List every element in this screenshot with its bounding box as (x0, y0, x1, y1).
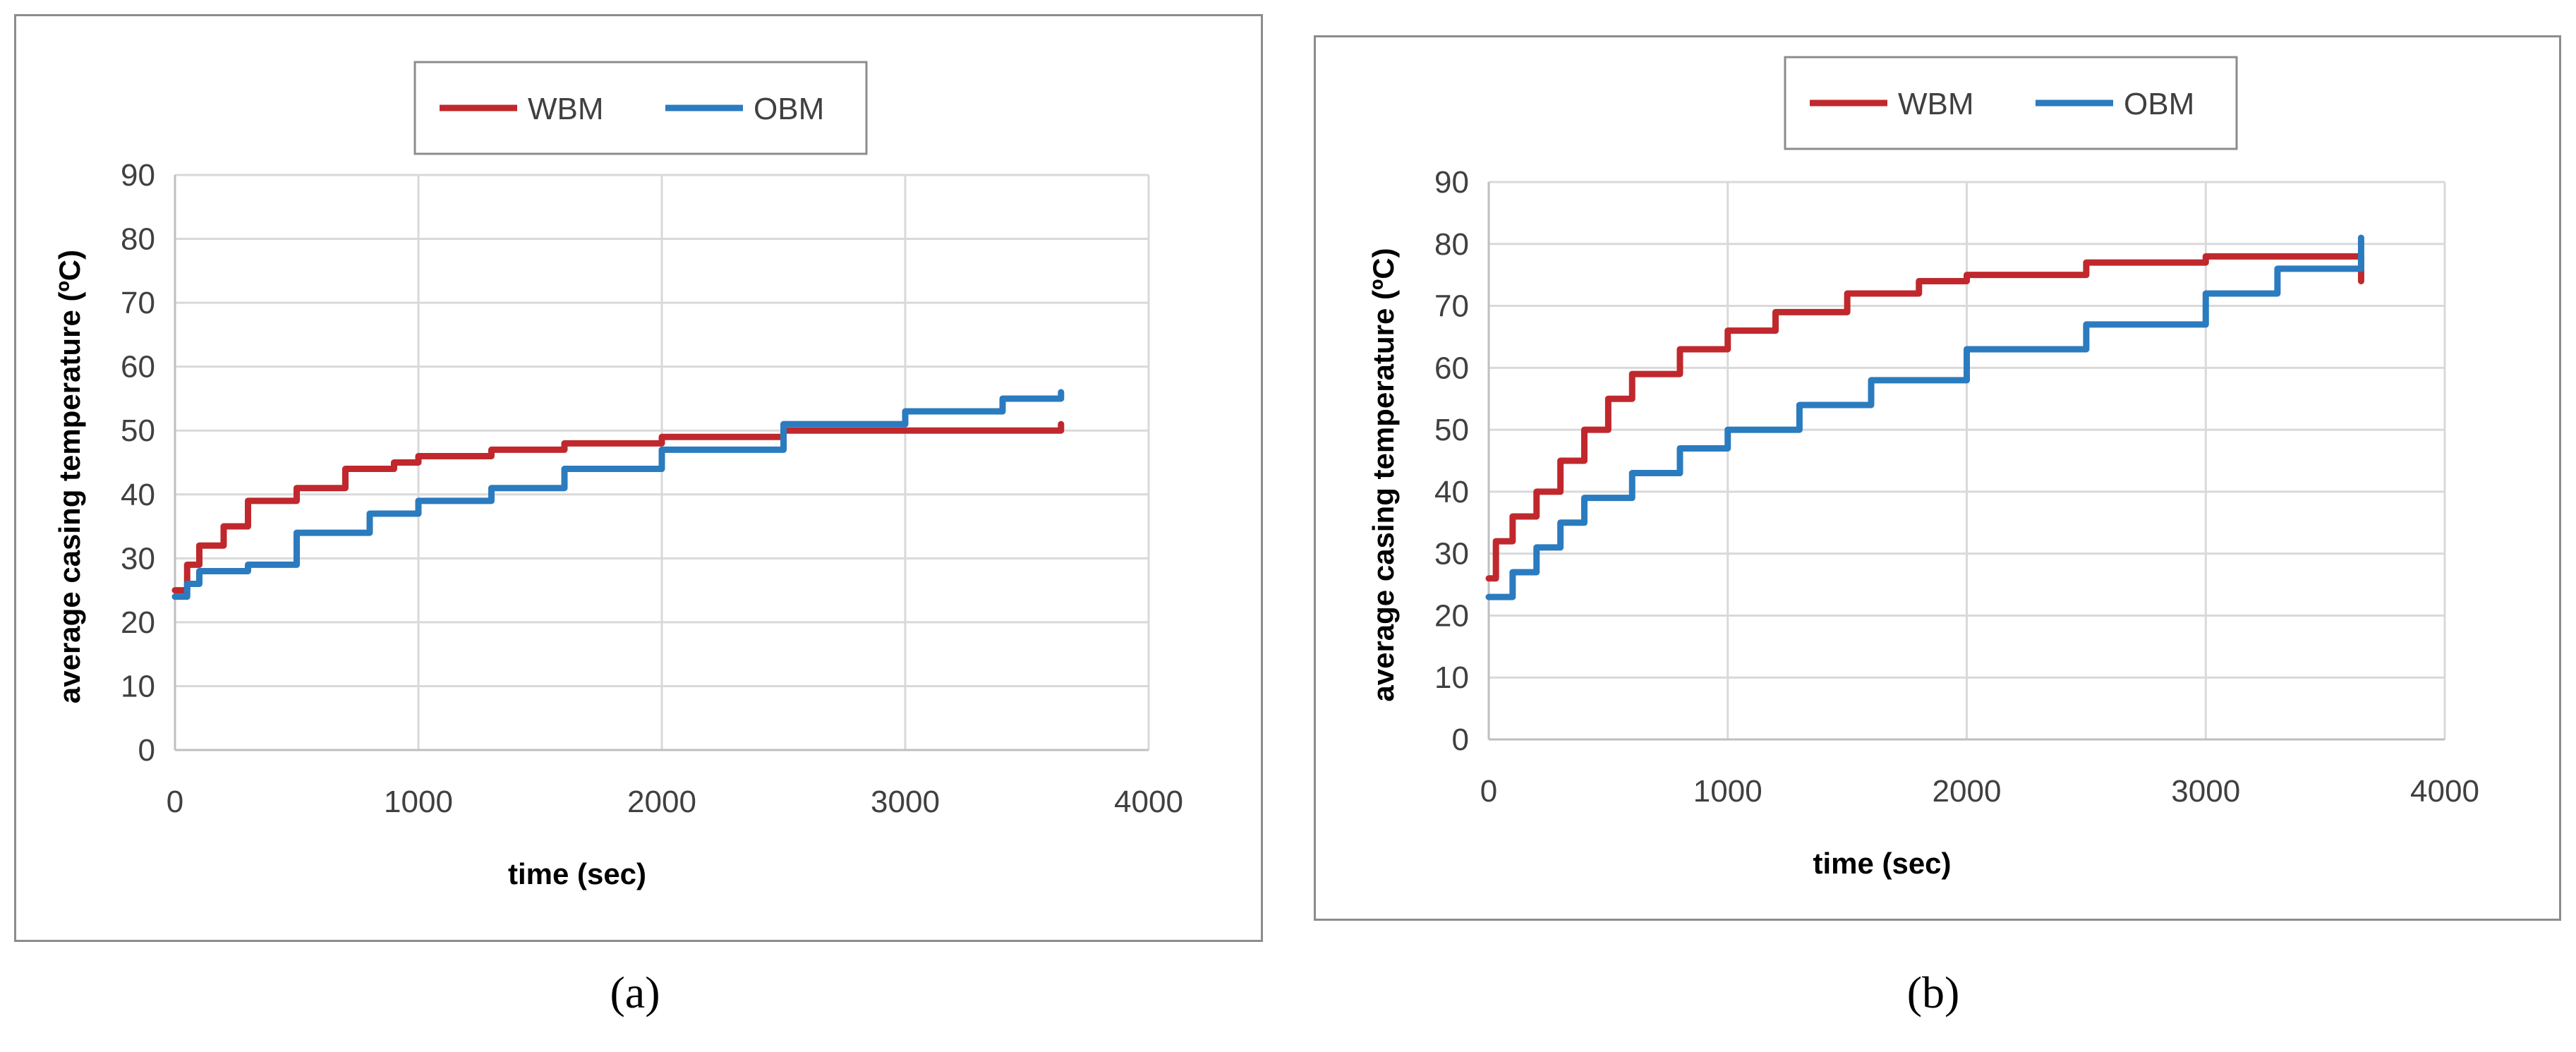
chart-b-y-tick-label: 90 (1434, 165, 1469, 200)
chart-b-y-tick-label: 60 (1434, 351, 1469, 385)
chart-a-y-tick-label: 30 (121, 541, 155, 576)
chart-a-x-tick-label: 1000 (384, 785, 453, 819)
chart-a-y-tick-label: 90 (121, 158, 155, 193)
chart-panel-b: 0 10 20 30 40 50 60 70 80 90 0 1000 2000 3000 4000 time… (1314, 35, 2561, 921)
caption-b: (b) (1906, 967, 1960, 1017)
chart-a-y-tick-label: 60 (121, 350, 155, 385)
chart-b-y-tick-label: 0 (1452, 723, 1469, 757)
chart-a-x-tick-label: 0 (167, 785, 183, 819)
chart-b-legend-label-wbm: WBM (1898, 87, 1974, 121)
chart-b-series-obm-line (1485, 234, 2364, 600)
chart-b-x-tick-label: 1000 (1693, 774, 1762, 809)
chart-a-x-tick-label: 4000 (1114, 785, 1183, 819)
chart-b-x-tick-label: 3000 (2171, 774, 2240, 809)
chart-b-x-tick-label: 4000 (2410, 774, 2479, 809)
chart-b-y-tick-label: 10 (1434, 660, 1469, 695)
chart-a-x-axis-title: time (sec) (508, 857, 646, 890)
chart-a-series-obm-line (171, 389, 1065, 600)
chart-b-series-wbm-line (1485, 253, 2364, 582)
chart-a-legend-label-obm: OBM (754, 92, 824, 126)
chart-a-legend (413, 61, 868, 155)
chart-b-y-axis-title: average casing temperature (ºC) (1367, 248, 1400, 701)
chart-a-y-tick-label: 70 (121, 286, 155, 320)
chart-b-x-axis-title: time (sec) (1813, 847, 1951, 880)
chart-a-x-tick-label: 3000 (871, 785, 940, 819)
chart-a-y-tick-label: 80 (121, 222, 155, 257)
chart-a-y-axis-title: average casing temperature (ºC) (53, 250, 86, 703)
chart-a-svg: 0 10 20 30 40 50 60 70 80 90 0 1000 2000 3000 4000 time… (53, 61, 1183, 890)
chart-a-y-tick-label: 50 (121, 413, 155, 448)
chart-b-y-tick-label: 50 (1434, 413, 1469, 447)
chart-a-y-tick-label: 20 (121, 605, 155, 640)
chart-a-y-tick-label: 40 (121, 478, 155, 512)
chart-a-x-tick-label: 2000 (627, 785, 696, 819)
chart-b-x-tick-label: 0 (1480, 774, 1497, 809)
caption-a: (a) (610, 967, 660, 1017)
chart-b-y-tick-label: 40 (1434, 475, 1469, 509)
chart-b-y-tick-label: 80 (1434, 227, 1469, 262)
chart-b-svg: 0 10 20 30 40 50 60 70 80 90 0 1000 2000 3000 4000 time… (1367, 56, 2479, 880)
chart-a-legend-label-wbm: WBM (528, 92, 604, 126)
chart-a-series-wbm-line (171, 421, 1065, 594)
chart-b-legend-label-obm: OBM (2124, 87, 2194, 121)
chart-a-y-tick-label: 0 (138, 733, 155, 768)
chart-b-y-tick-label: 30 (1434, 537, 1469, 572)
chart-panel-a: 0 10 20 30 40 50 60 70 80 90 0 1000 2000 3000 4000 time… (14, 14, 1263, 942)
chart-b-x-tick-label: 2000 (1933, 774, 2002, 809)
chart-b-y-tick-label: 20 (1434, 598, 1469, 633)
chart-a-y-tick-label: 10 (121, 669, 155, 703)
chart-b-y-tick-label: 70 (1434, 289, 1469, 324)
